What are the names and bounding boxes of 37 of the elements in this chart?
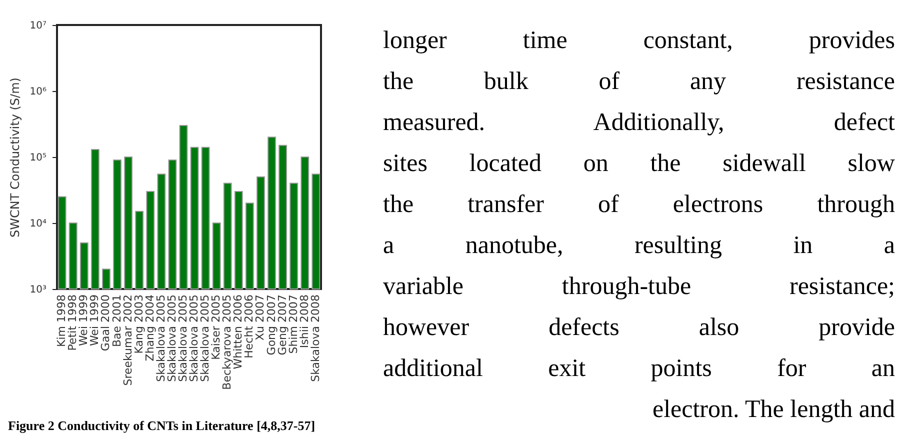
x-tick-label: Skakalova 2005	[188, 294, 201, 382]
caption: Figure 2 Conductivity of CNTs in Literature [4,8,37-57]	[8, 418, 316, 434]
x-tick-label: Skakalova 2008	[308, 294, 322, 382]
x-tick-label: Kaiser 2005	[210, 294, 223, 360]
x-tick-label: Petit 1998	[66, 294, 80, 351]
x-tick-label: Kang 2003	[132, 294, 146, 354]
y-tick-label: 10⁴	[30, 218, 46, 230]
x-tick-label: Skakalova 2005	[176, 294, 190, 382]
y-axis-title: SWCNT Conductivity (S/m)	[8, 78, 22, 238]
text: the transfer of electrons through	[383, 190, 895, 220]
x-tick-label: Xu 2007	[254, 294, 267, 340]
x-tick-label: Whitten 2006	[232, 294, 245, 370]
x-tick-label: Kim 1998	[55, 294, 68, 347]
y-tick-label: 10³	[30, 284, 46, 296]
x-tick-label: Ishii 2008	[298, 294, 311, 348]
text: however defects also provide	[383, 313, 895, 343]
text: variable through-tube resistance;	[383, 272, 895, 302]
y-tick-label: 10⁷	[30, 20, 46, 32]
x-tick-label: Hecht 2006	[242, 294, 256, 358]
x-tick-label: Gaal 2000	[99, 294, 112, 352]
x-tick-label: Gong 2007	[264, 294, 278, 356]
text: sites located on the sidewall slow	[383, 149, 895, 179]
text: measured. Additionally, defect	[383, 108, 895, 138]
x-tick-label: Skakalova 2005	[165, 294, 178, 382]
x-tick-label: Bae 2001	[110, 294, 124, 348]
y-tick-label: 10⁵	[30, 152, 46, 164]
x-tick-label: Skakalova 2005	[198, 294, 212, 382]
text: longer time constant, provides	[383, 26, 895, 56]
text: a nanotube, resulting in a	[383, 231, 895, 261]
text: additional exit points for an	[383, 354, 895, 384]
x-tick-label: Wei 1999	[88, 294, 102, 346]
y-tick-label: 10⁶	[30, 86, 46, 98]
x-tick-label: Beckyarova 2005	[220, 294, 234, 390]
x-tick-label: Wei 1999	[77, 294, 90, 346]
text: electron. The length and	[651, 395, 895, 425]
x-tick-label: Sreekumar 2002	[121, 294, 134, 386]
text: the bulk of any resistance	[383, 67, 895, 97]
